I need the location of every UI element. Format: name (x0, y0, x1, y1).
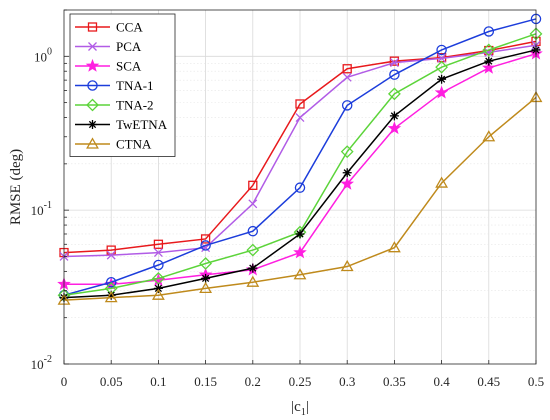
data-point (295, 113, 305, 122)
legend-marker (86, 98, 99, 112)
data-point (341, 100, 353, 111)
data-point (342, 72, 352, 82)
data-point (153, 283, 163, 293)
x-tick-label: 0.2 (245, 374, 261, 389)
legend-item: PCA (75, 39, 142, 54)
data-point (200, 234, 211, 244)
data-point (342, 64, 352, 74)
data-point (153, 248, 163, 258)
data-point (294, 182, 306, 193)
data-point (389, 58, 399, 68)
x-tick-label: 0.3 (339, 374, 355, 389)
legend-marker (85, 58, 100, 72)
series-line (63, 18, 537, 296)
data-point (106, 245, 116, 255)
data-point (437, 53, 447, 63)
legend-item: CTNA (75, 137, 152, 152)
data-point (199, 257, 213, 270)
legend-item: TwETNA (75, 117, 168, 132)
data-point (105, 276, 117, 288)
y-tick-label: 10-1 (31, 200, 52, 218)
legend-marker (88, 42, 97, 51)
data-point (482, 130, 496, 142)
data-point (437, 74, 447, 84)
data-point (387, 87, 401, 101)
legend-item: CCA (75, 20, 143, 35)
x-tick-label: 0.4 (433, 374, 450, 389)
legend-marker (87, 22, 98, 32)
data-point (387, 121, 402, 135)
data-point (435, 176, 449, 188)
data-point (151, 273, 166, 287)
x-tick-label: 0 (61, 374, 68, 389)
legend-label: PCA (116, 39, 142, 54)
data-point (435, 60, 449, 74)
legend-label: TNA-1 (116, 78, 154, 93)
x-tick-label: 0.15 (194, 374, 217, 389)
legend-label: TwETNA (116, 117, 168, 132)
x-tick-label: 0.35 (383, 374, 406, 389)
data-point (342, 168, 352, 178)
data-point (482, 60, 496, 74)
legend-label: CTNA (116, 137, 152, 152)
legend-label: SCA (116, 59, 142, 74)
legend-label: CCA (116, 20, 143, 35)
data-point (389, 56, 400, 66)
data-point (246, 243, 260, 257)
data-point (293, 245, 307, 259)
legend-item: TNA-1 (75, 78, 154, 93)
series-layer (57, 13, 543, 305)
data-point (436, 44, 447, 56)
data-point (387, 241, 401, 253)
x-tick-label: 0.05 (100, 374, 123, 389)
data-point (248, 199, 258, 209)
data-point (248, 180, 258, 190)
data-point (340, 176, 354, 190)
data-point (200, 240, 211, 251)
legend-label: TNA-2 (116, 98, 154, 113)
legend-item: TNA-2 (75, 98, 154, 113)
data-point (246, 275, 260, 287)
data-point (484, 56, 494, 66)
data-point (104, 291, 118, 303)
legend-marker (88, 120, 97, 129)
data-point (199, 281, 213, 294)
data-point (482, 43, 496, 57)
ticks: 0 0.05 0.1 0.15 0.2 0.25 0.3 0.35 0.4 0.45 0.5 10-2… (31, 9, 544, 389)
data-point (293, 268, 307, 280)
data-point (295, 229, 305, 239)
data-point (389, 111, 399, 121)
data-point (340, 145, 354, 159)
series-line (63, 96, 537, 301)
legend: CCA PCA SCA TNA-1 TNA-2 TwETNA CTNA (69, 13, 176, 157)
x-axis-label: |c1| (291, 399, 309, 418)
x-tick-label: 0.45 (477, 374, 500, 389)
legend-marker (86, 137, 99, 149)
legend-item: SCA (75, 59, 142, 74)
series-line (63, 40, 537, 254)
data-point (340, 259, 354, 272)
data-point (151, 288, 165, 300)
data-point (389, 69, 400, 80)
x-tick-label: 0.1 (150, 374, 166, 389)
y-tick-label: 10-2 (31, 354, 52, 372)
data-point (247, 225, 259, 237)
data-point (153, 259, 164, 271)
legend-marker (87, 80, 98, 91)
data-point (483, 26, 495, 37)
y-axis-label: RMSE (deg) (8, 149, 24, 225)
y-tick-label: 100 (34, 46, 52, 64)
data-point (106, 250, 116, 260)
data-point (434, 85, 449, 99)
data-point (295, 99, 305, 109)
x-tick-label: 0.5 (528, 374, 544, 389)
data-point (201, 273, 211, 283)
x-tick-label: 0.25 (289, 374, 312, 389)
data-point (153, 239, 164, 249)
data-point (248, 263, 258, 273)
data-point (106, 290, 116, 300)
